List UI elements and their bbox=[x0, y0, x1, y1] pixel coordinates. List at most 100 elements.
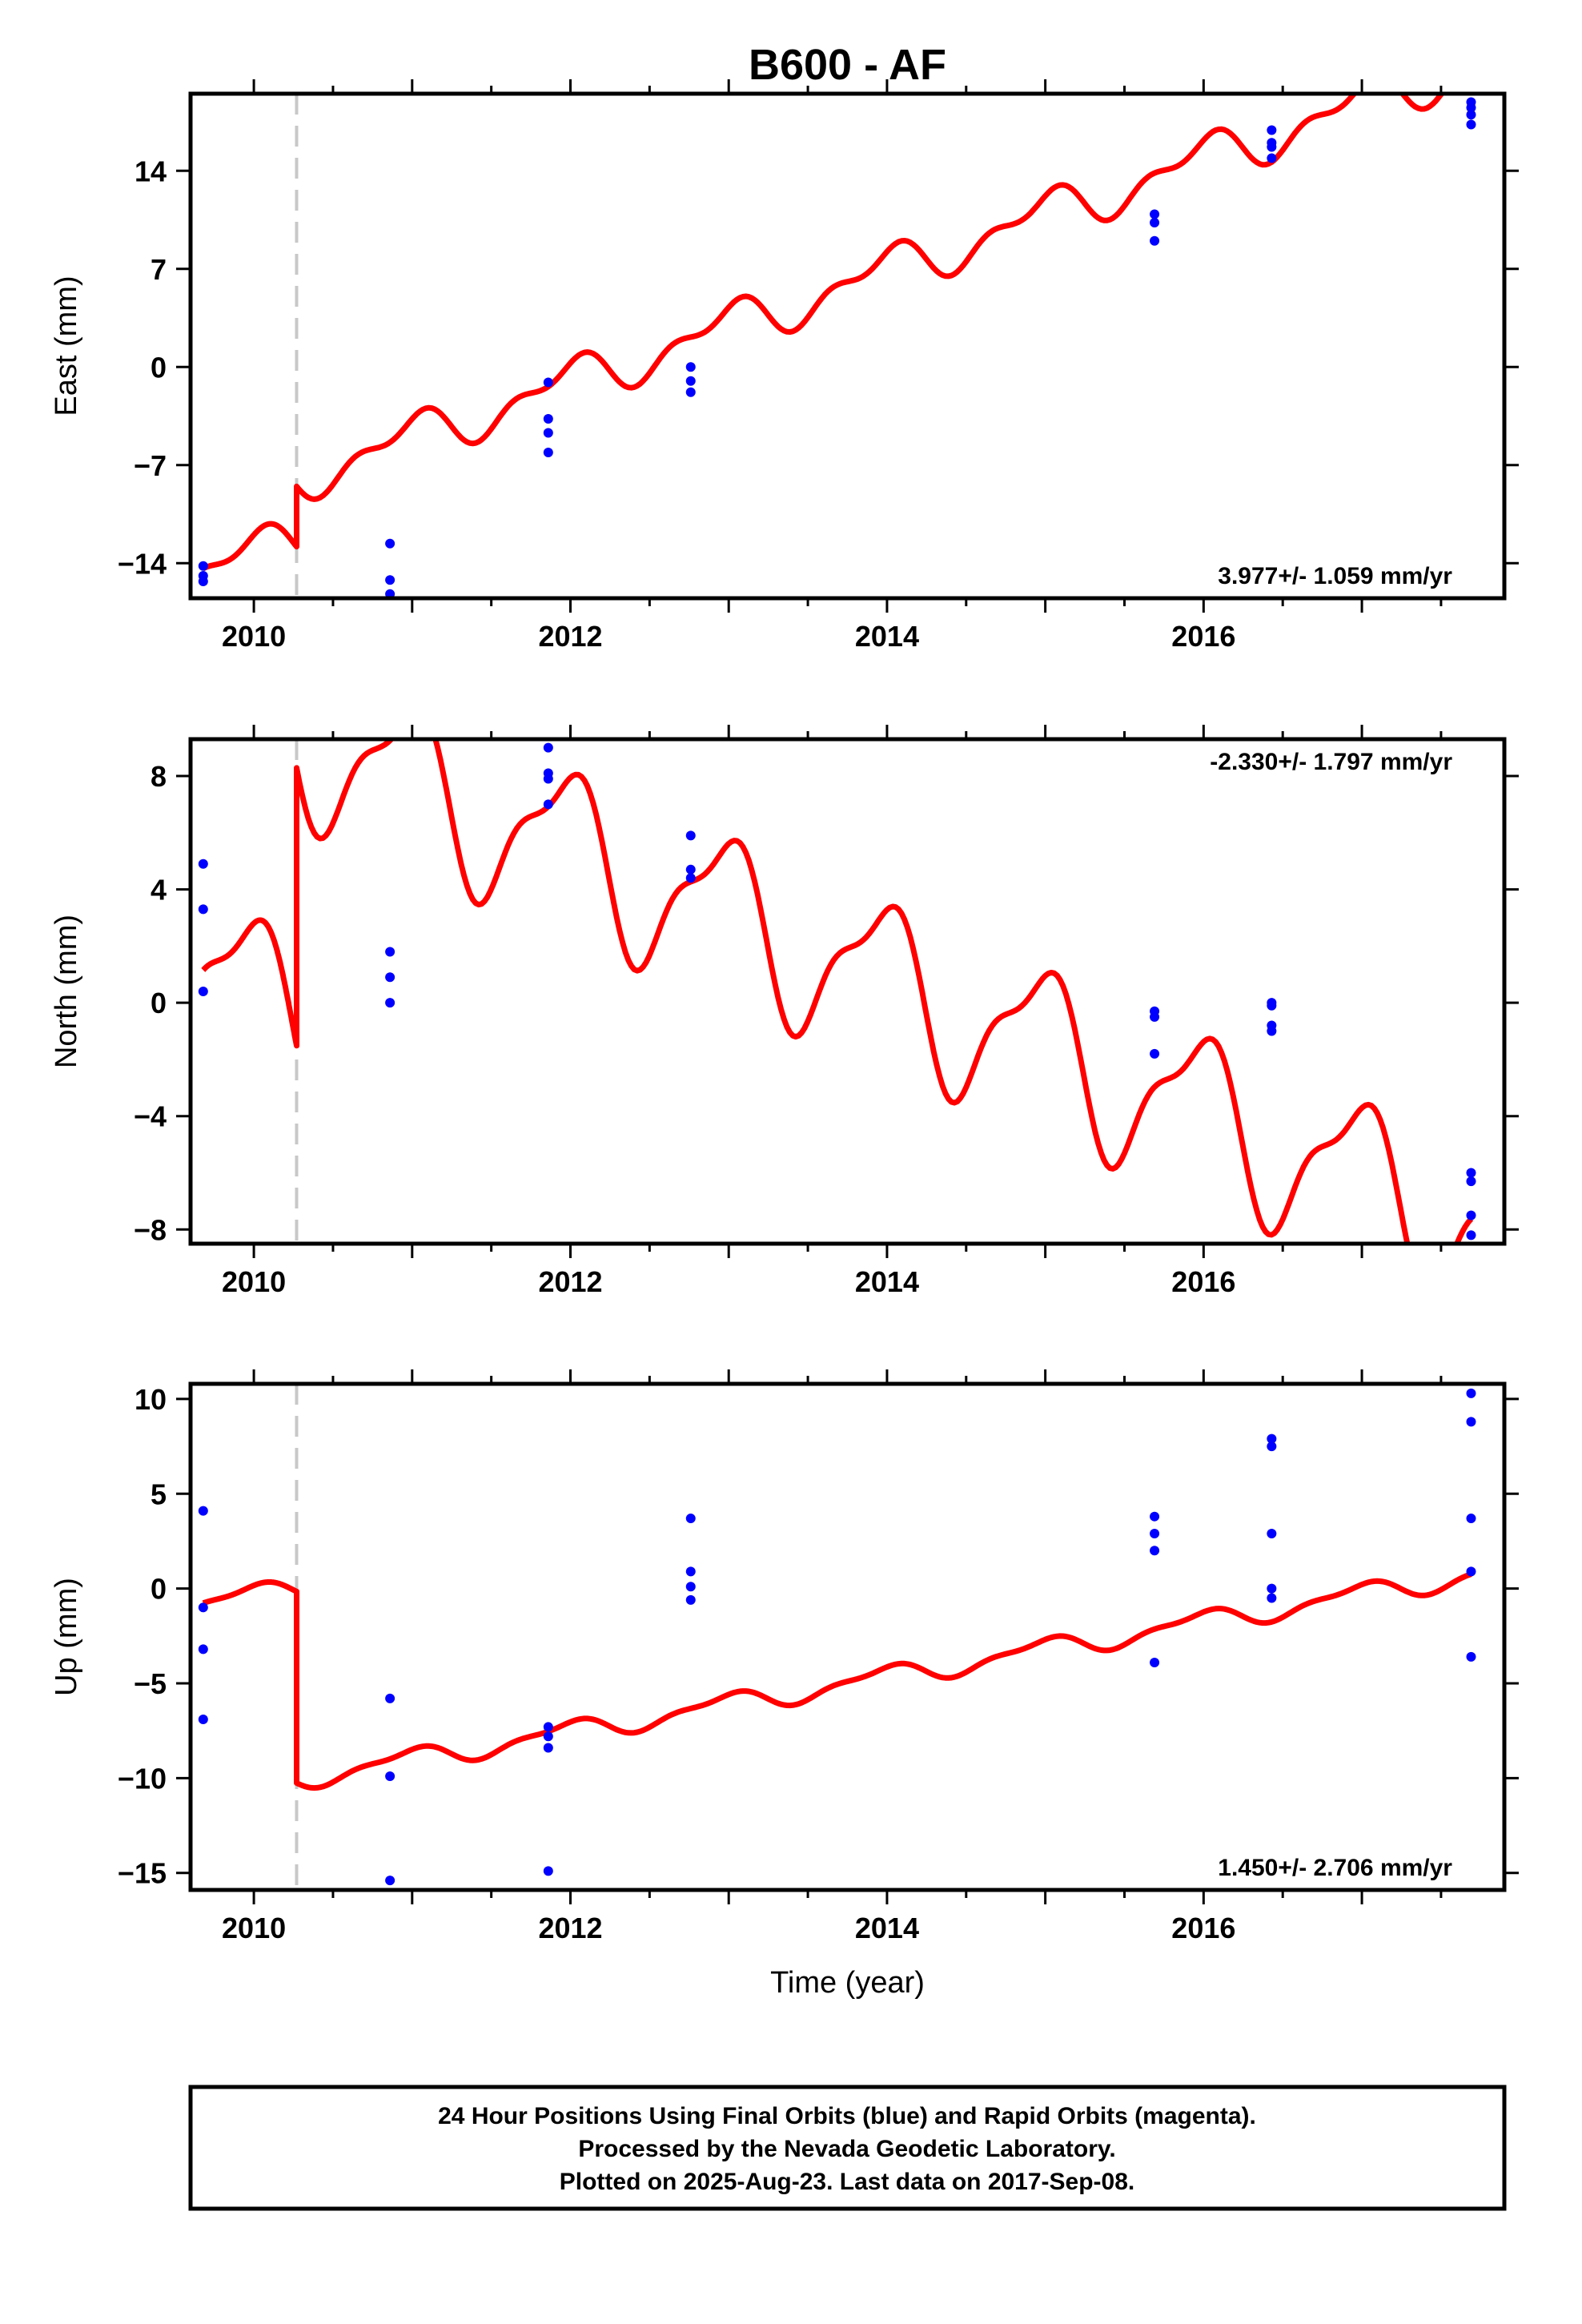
data-point bbox=[1267, 1441, 1277, 1452]
data-point bbox=[198, 1506, 208, 1516]
data-point bbox=[1267, 1026, 1277, 1036]
data-point bbox=[1466, 1417, 1476, 1427]
data-point bbox=[685, 830, 696, 841]
x-axis-label: Time (year) bbox=[770, 1966, 925, 2000]
footer-frame bbox=[188, 2085, 1507, 2211]
data-point bbox=[1466, 1210, 1476, 1220]
data-point bbox=[543, 1722, 553, 1732]
data-point bbox=[543, 377, 553, 388]
data-point bbox=[1466, 1514, 1476, 1524]
plot-area bbox=[198, 94, 1476, 598]
y-tick-label: 4 bbox=[151, 874, 167, 907]
data-point bbox=[1466, 1651, 1476, 1662]
data-point bbox=[1466, 103, 1476, 113]
data-point bbox=[385, 947, 396, 957]
panel-2: 2010 2012 2014 2016 −8 −4 0 4 8 North (mm) -2.330+… bbox=[50, 725, 1519, 1298]
data-point bbox=[198, 1714, 208, 1724]
footer-line-1: 24 Hour Positions Using Final Orbits (bl… bbox=[438, 2103, 1256, 2129]
x-tick-label: 2010 bbox=[222, 1265, 286, 1298]
data-point bbox=[543, 414, 553, 424]
data-point bbox=[685, 1514, 696, 1524]
plot-frame bbox=[188, 737, 1507, 1246]
data-point bbox=[385, 998, 396, 1008]
x-tick-label: 2014 bbox=[855, 1912, 919, 1944]
data-point bbox=[198, 577, 208, 586]
data-point bbox=[385, 575, 396, 585]
data-point bbox=[685, 873, 696, 883]
model-fit-line bbox=[200, 94, 1445, 572]
data-point bbox=[1150, 209, 1160, 219]
data-point bbox=[198, 1602, 208, 1613]
y-tick-label: 10 bbox=[135, 1383, 167, 1416]
velocity-rate-label: -2.330+/- 1.797 mm/yr bbox=[1210, 749, 1452, 775]
data-point bbox=[1150, 1011, 1160, 1022]
x-tick-label: 2012 bbox=[538, 620, 602, 653]
data-point bbox=[1466, 119, 1476, 130]
y-tick-label: −5 bbox=[134, 1667, 167, 1700]
velocity-rate-label: 3.977+/- 1.059 mm/yr bbox=[1218, 563, 1452, 589]
y-tick-label: 0 bbox=[151, 1573, 167, 1606]
data-point bbox=[198, 561, 208, 571]
data-point bbox=[1466, 110, 1476, 120]
data-point bbox=[1150, 1657, 1160, 1667]
x-tick-label: 2016 bbox=[1171, 620, 1235, 653]
data-point bbox=[543, 742, 553, 753]
data-point bbox=[543, 1731, 553, 1742]
data-point bbox=[1150, 235, 1160, 246]
data-point bbox=[385, 1771, 396, 1781]
data-point bbox=[1150, 218, 1160, 227]
y-axis-label: East (mm) bbox=[50, 275, 83, 416]
data-point bbox=[385, 1693, 396, 1703]
data-point bbox=[1150, 1546, 1160, 1556]
y-axis-label: North (mm) bbox=[50, 915, 83, 1068]
x-tick-label: 2012 bbox=[538, 1265, 602, 1298]
footer-line-2: Processed by the Nevada Geodetic Laborat… bbox=[578, 2136, 1115, 2162]
y-tick-label: −4 bbox=[134, 1100, 167, 1133]
data-point bbox=[1267, 153, 1277, 163]
y-tick-label: 14 bbox=[135, 155, 167, 187]
data-point bbox=[385, 1876, 396, 1886]
y-tick-label: −15 bbox=[118, 1857, 167, 1890]
y-tick-label: −8 bbox=[134, 1213, 167, 1246]
x-tick-label: 2012 bbox=[538, 1912, 602, 1944]
y-tick-label: −14 bbox=[118, 547, 167, 580]
y-tick-label: 0 bbox=[151, 987, 167, 1019]
x-tick-label: 2010 bbox=[222, 620, 286, 653]
y-axis-label: Up (mm) bbox=[50, 1578, 83, 1696]
data-point bbox=[1150, 1528, 1160, 1538]
data-point bbox=[543, 774, 553, 784]
chart-title: B600 - AF bbox=[749, 41, 946, 89]
data-point bbox=[385, 589, 396, 598]
data-point bbox=[685, 387, 696, 397]
x-tick-label: 2016 bbox=[1171, 1265, 1235, 1298]
data-point bbox=[385, 538, 396, 549]
data-point bbox=[685, 1566, 696, 1577]
data-point bbox=[543, 448, 553, 457]
y-tick-label: −7 bbox=[134, 449, 167, 482]
data-point bbox=[1466, 1388, 1476, 1398]
data-point bbox=[1466, 1230, 1476, 1240]
data-point bbox=[685, 864, 696, 875]
x-tick-label: 2010 bbox=[222, 1912, 286, 1944]
data-point bbox=[1267, 1000, 1277, 1011]
data-point bbox=[1267, 125, 1277, 135]
data-point bbox=[1267, 1433, 1277, 1444]
panels-group: B600 - AF 2010 2012 2014 2016 −14 −7 0 7 14 East (… bbox=[50, 41, 1519, 2000]
data-point bbox=[385, 972, 396, 983]
data-point bbox=[685, 362, 696, 372]
data-point bbox=[1466, 1176, 1476, 1187]
y-tick-label: −10 bbox=[118, 1762, 167, 1795]
data-point bbox=[198, 987, 208, 996]
data-point bbox=[1466, 1168, 1476, 1178]
data-point bbox=[1267, 1583, 1277, 1594]
data-point bbox=[198, 1644, 208, 1655]
y-tick-label: 7 bbox=[151, 253, 167, 286]
data-point bbox=[1267, 1593, 1277, 1603]
panel-3: 2010 2012 2014 2016 −15 −10 −5 0 5 10 Up (mm) Time … bbox=[50, 1369, 1519, 2000]
plot-area bbox=[198, 1388, 1476, 1886]
x-tick-label: 2016 bbox=[1171, 1912, 1235, 1944]
x-tick-label: 2014 bbox=[855, 620, 919, 653]
data-point bbox=[685, 376, 696, 386]
